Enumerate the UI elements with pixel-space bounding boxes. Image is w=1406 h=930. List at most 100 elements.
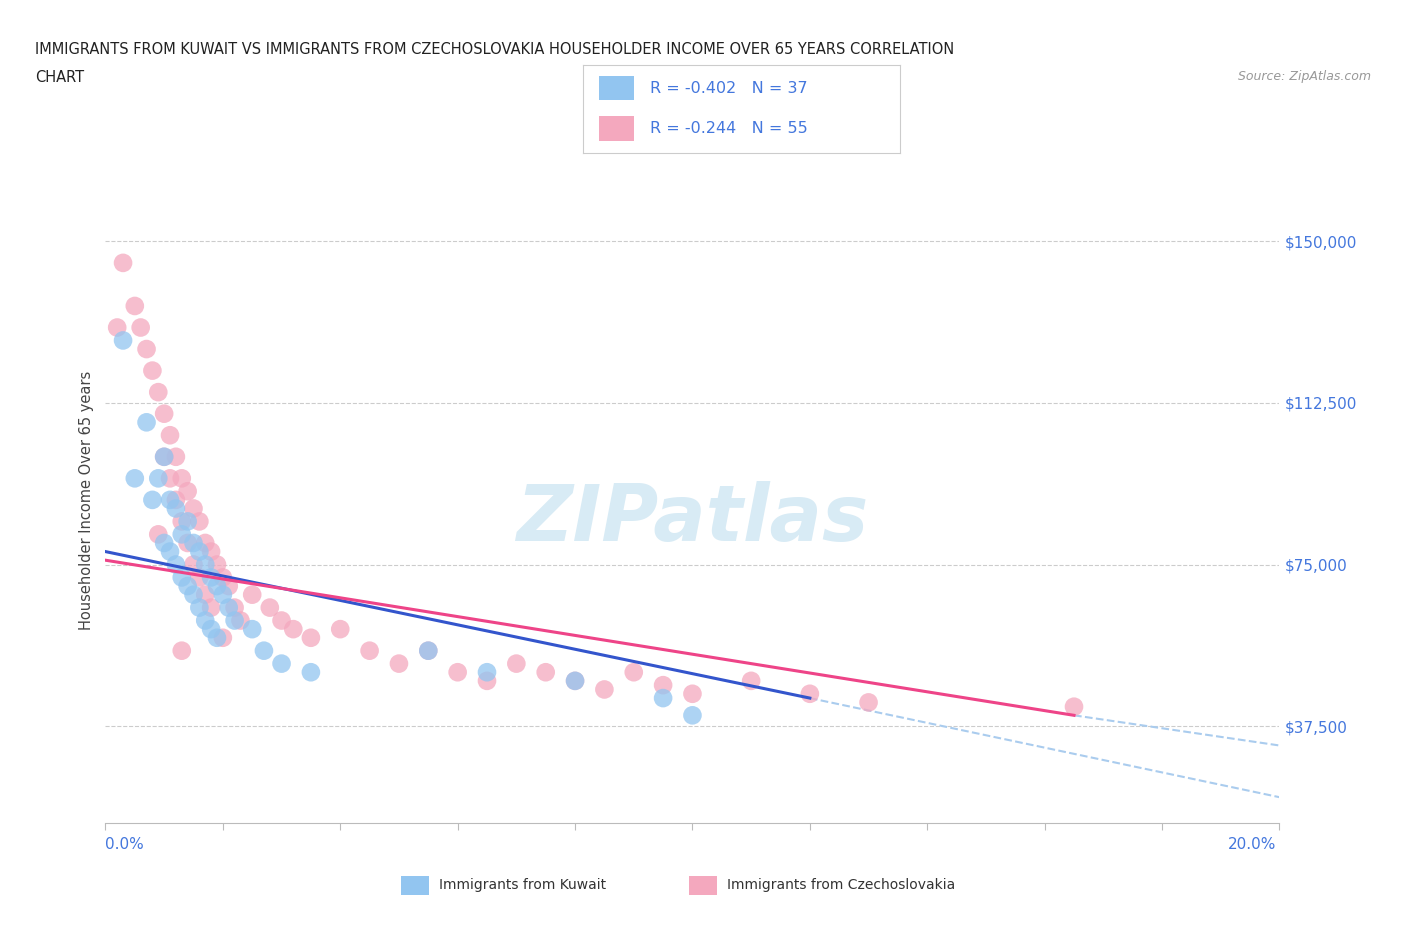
Point [858, 695, 880, 710]
Point [205, 557, 228, 572]
Point [148, 385, 170, 400]
Point [418, 644, 440, 658]
Point [205, 578, 228, 593]
Point [799, 686, 821, 701]
Point [148, 471, 170, 485]
Point [188, 514, 211, 529]
Point [200, 544, 222, 559]
Point [240, 587, 263, 602]
Point [652, 691, 675, 706]
Point [329, 622, 352, 637]
Point [446, 665, 468, 680]
Point [593, 682, 616, 697]
Point [183, 536, 205, 551]
Point [299, 665, 322, 680]
Point [135, 341, 157, 356]
Point [165, 493, 187, 508]
Point [475, 665, 498, 680]
Text: ZIPatlas: ZIPatlas [516, 481, 869, 557]
Point [534, 665, 557, 680]
Point [159, 493, 181, 508]
Point [1063, 699, 1085, 714]
Point [200, 600, 222, 615]
Point [253, 644, 276, 658]
Point [159, 544, 181, 559]
Point [153, 449, 176, 464]
Point [141, 363, 163, 378]
Point [740, 673, 762, 688]
Point [165, 449, 187, 464]
Point [129, 320, 152, 335]
Point [141, 493, 163, 508]
Point [418, 644, 440, 658]
Point [176, 536, 198, 551]
Text: Immigrants from Kuwait: Immigrants from Kuwait [439, 878, 606, 893]
Point [505, 657, 527, 671]
Point [124, 471, 146, 485]
Point [159, 471, 181, 485]
Point [135, 415, 157, 430]
Point [200, 570, 222, 585]
Point [682, 686, 704, 701]
Text: IMMIGRANTS FROM KUWAIT VS IMMIGRANTS FROM CZECHOSLOVAKIA HOUSEHOLDER INCOME OVER: IMMIGRANTS FROM KUWAIT VS IMMIGRANTS FRO… [35, 42, 955, 57]
Point [165, 557, 187, 572]
Point [183, 557, 205, 572]
Point [299, 631, 322, 645]
Point [194, 613, 217, 628]
Point [564, 673, 586, 688]
Point [176, 514, 198, 529]
Point [388, 657, 411, 671]
Point [170, 570, 193, 585]
Y-axis label: Householder Income Over 65 years: Householder Income Over 65 years [79, 370, 94, 630]
Point [176, 578, 198, 593]
Point [224, 600, 246, 615]
Point [153, 449, 176, 464]
Point [170, 644, 193, 658]
Point [211, 587, 233, 602]
Text: R = -0.402   N = 37: R = -0.402 N = 37 [650, 81, 807, 96]
Text: 20.0%: 20.0% [1229, 837, 1277, 852]
Point [564, 673, 586, 688]
Point [623, 665, 645, 680]
Point [188, 570, 211, 585]
Text: CHART: CHART [35, 70, 84, 85]
Point [194, 557, 217, 572]
Point [682, 708, 704, 723]
Point [148, 527, 170, 542]
FancyBboxPatch shape [599, 75, 634, 100]
Point [270, 613, 292, 628]
Point [218, 578, 240, 593]
Point [194, 536, 217, 551]
Point [200, 622, 222, 637]
Point [188, 544, 211, 559]
Point [259, 600, 281, 615]
Point [270, 657, 292, 671]
Point [359, 644, 381, 658]
Text: R = -0.244   N = 55: R = -0.244 N = 55 [650, 121, 807, 136]
Text: Immigrants from Czechoslovakia: Immigrants from Czechoslovakia [727, 878, 955, 893]
Text: 0.0%: 0.0% [105, 837, 145, 852]
Point [229, 613, 252, 628]
Point [170, 471, 193, 485]
Point [205, 631, 228, 645]
Point [194, 587, 217, 602]
Point [170, 527, 193, 542]
Point [224, 613, 246, 628]
Point [124, 299, 146, 313]
Point [170, 514, 193, 529]
Point [176, 484, 198, 498]
Point [188, 600, 211, 615]
Point [218, 600, 240, 615]
Text: Source: ZipAtlas.com: Source: ZipAtlas.com [1237, 70, 1371, 83]
Point [153, 406, 176, 421]
Point [211, 570, 233, 585]
Point [652, 678, 675, 693]
Point [112, 333, 135, 348]
Point [283, 622, 305, 637]
Point [183, 587, 205, 602]
Point [240, 622, 263, 637]
Point [105, 320, 128, 335]
FancyBboxPatch shape [599, 116, 634, 141]
Point [475, 673, 498, 688]
Point [183, 501, 205, 516]
